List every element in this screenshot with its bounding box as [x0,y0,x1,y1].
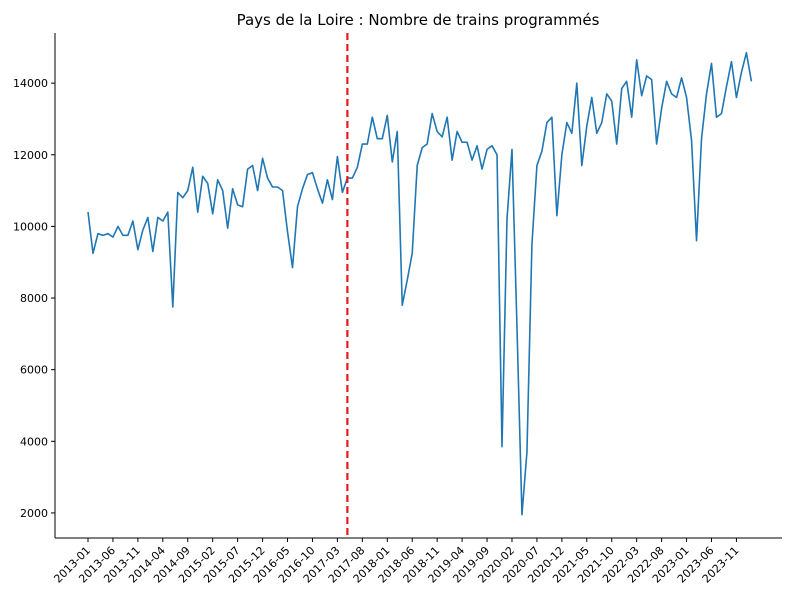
y-tick-label: 12000 [13,149,48,162]
y-tick-label: 6000 [20,364,48,377]
y-tick-label: 14000 [13,77,48,90]
y-tick-label: 10000 [13,220,48,233]
x-axis: 2013-012013-062013-112014-042014-092015-… [51,537,782,586]
y-tick-label: 2000 [20,507,48,520]
y-axis: 2000 4000 6000 8000 10000 12000 14000 [13,33,56,538]
y-tick-label: 4000 [20,435,48,448]
y-tick-label: 8000 [20,292,48,305]
series-line [87,51,753,516]
chart-title: Pays de la Loire : Nombre de trains prog… [237,11,600,29]
